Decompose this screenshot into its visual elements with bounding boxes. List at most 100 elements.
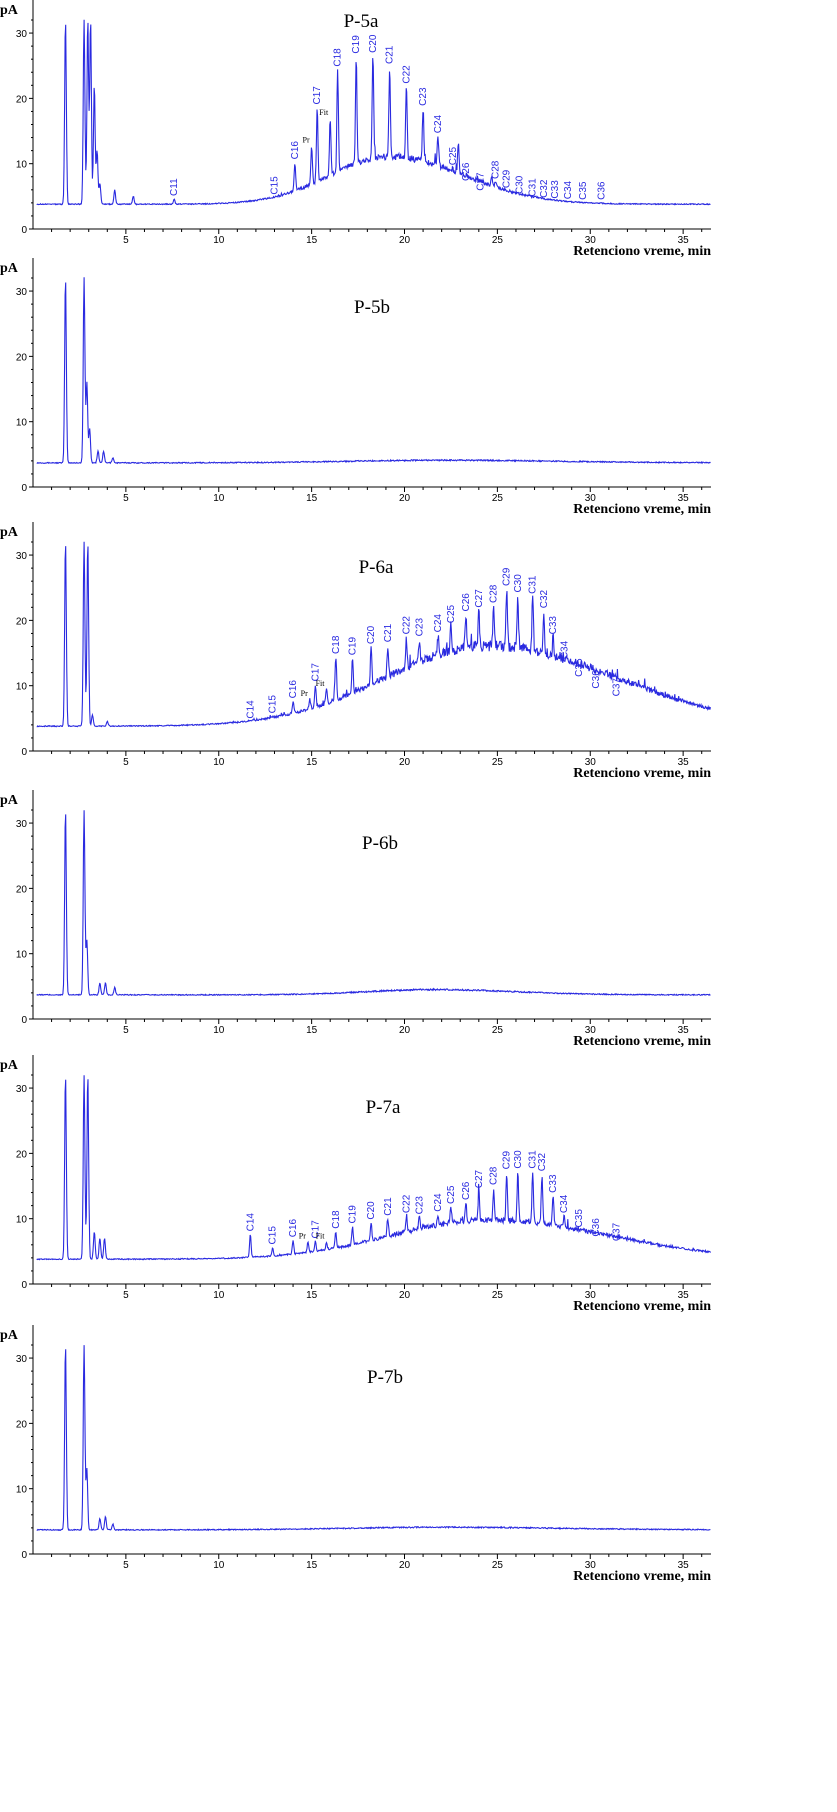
peak-label: C17: [310, 1220, 321, 1239]
x-tick-label: 35: [678, 1290, 690, 1301]
peak-label: C32: [539, 179, 550, 198]
x-tick-label: 10: [213, 1290, 225, 1301]
peak-label: Pr: [301, 689, 308, 698]
y-tick-label: 0: [21, 225, 27, 236]
x-tick-label: 35: [678, 235, 690, 246]
x-tick-label: 5: [123, 1560, 129, 1571]
y-tick-label: 0: [21, 483, 27, 494]
y-tick-label: 20: [16, 616, 28, 627]
chromatogram-trace: [36, 1345, 711, 1532]
y-tick-label: 10: [16, 682, 28, 693]
x-axis-title: Retenciono vreme, min: [573, 1034, 711, 1049]
chromatogram-panel: 0 10 20 30 5 10 15 20 25 30 35 pA Retenciono vreme, …: [0, 258, 837, 518]
chromatogram-svg: 0 10 20 30 5 10 15 20 25 30 35 pA Retenciono vreme, …: [0, 522, 711, 781]
peak-label: C21: [383, 1197, 394, 1216]
chromatogram-svg: 0 10 20 30 5 10 15 20 25 30 35 pA Retenciono vreme, …: [0, 0, 711, 259]
y-tick-label: 30: [16, 29, 28, 40]
chromatogram-trace: [36, 19, 711, 206]
chromatogram-panel: 0 10 20 30 5 10 15 20 25 30 35 pA Retenciono vreme, …: [0, 522, 837, 782]
y-tick-label: 0: [21, 1015, 27, 1026]
x-tick-label: 20: [399, 1560, 411, 1571]
y-tick-label: 10: [16, 418, 28, 429]
peak-label: C35: [574, 1209, 585, 1228]
peak-label: C20: [366, 1201, 377, 1220]
x-tick-label: 20: [399, 1025, 411, 1036]
y-axis-unit: pA: [0, 793, 19, 808]
peak-label: C23: [414, 618, 425, 637]
chromatogram-panel: 0 10 20 30 5 10 15 20 25 30 35 pA Retenciono vreme, …: [0, 0, 837, 260]
x-tick-label: 30: [585, 1290, 597, 1301]
chromatogram-trace: [36, 810, 711, 997]
y-axis-unit: pA: [0, 261, 19, 276]
peak-label: C37: [611, 1222, 622, 1241]
peak-label: C18: [331, 635, 342, 654]
y-tick-label: 30: [16, 1354, 28, 1365]
peak-label: C27: [474, 1169, 485, 1188]
peak-label: C30: [513, 574, 524, 593]
peak-label: C24: [433, 114, 444, 133]
peak-label: C36: [591, 670, 602, 689]
x-tick-label: 20: [399, 493, 411, 504]
y-axis-unit: pA: [0, 1058, 19, 1073]
peak-label: C33: [548, 1174, 559, 1193]
y-tick-label: 10: [16, 1485, 28, 1496]
peak-label: C32: [537, 1152, 548, 1171]
chromatogram-svg: 0 10 20 30 5 10 15 20 25 30 35 pA Retenciono vreme, …: [0, 258, 711, 517]
y-tick-label: 20: [16, 1149, 28, 1160]
peak-label: C26: [461, 162, 472, 181]
peak-label: C29: [502, 169, 513, 188]
peak-label: C14: [245, 700, 256, 719]
y-axis-unit: pA: [0, 3, 19, 18]
x-tick-label: 10: [213, 1560, 225, 1571]
peak-label: C20: [366, 625, 377, 644]
peak-label: C15: [269, 176, 280, 195]
x-tick-label: 15: [306, 1025, 318, 1036]
x-tick-label: 30: [585, 757, 597, 768]
x-tick-label: 15: [306, 1560, 318, 1571]
y-axis-unit: pA: [0, 1328, 19, 1343]
x-axis-title: Retenciono vreme, min: [573, 1299, 711, 1314]
x-tick-label: 30: [585, 1560, 597, 1571]
peak-label: C19: [347, 1205, 358, 1224]
chromatogram-trace: [36, 1075, 711, 1261]
x-axis-title: Retenciono vreme, min: [573, 766, 711, 781]
y-tick-label: 20: [16, 884, 28, 895]
peak-label: C26: [461, 1181, 472, 1200]
peak-label: C32: [539, 589, 550, 608]
peak-label: C33: [548, 616, 559, 635]
y-tick-label: 30: [16, 551, 28, 562]
x-tick-label: 25: [492, 1560, 504, 1571]
x-axis-title: Retenciono vreme, min: [573, 502, 711, 517]
peak-label: Fit: [319, 108, 329, 117]
peak-label: C20: [368, 34, 379, 53]
panel-title: P-5a: [344, 11, 379, 32]
peak-label: C30: [513, 1150, 524, 1169]
y-tick-label: 10: [16, 160, 28, 171]
peak-label: C19: [351, 35, 362, 54]
x-tick-label: 20: [399, 1290, 411, 1301]
y-tick-label: 10: [16, 950, 28, 961]
peak-label: C14: [245, 1213, 256, 1232]
peak-label: C34: [559, 1194, 570, 1213]
peak-label: C31: [528, 178, 539, 197]
peak-label: C25: [446, 604, 457, 623]
peak-label: C21: [385, 45, 396, 64]
panel-title: P-7a: [366, 1097, 401, 1118]
peak-label: C24: [433, 614, 444, 633]
peak-label: C16: [288, 680, 299, 699]
peak-label: Pr: [303, 135, 310, 144]
y-tick-label: 20: [16, 352, 28, 363]
x-tick-label: 10: [213, 235, 225, 246]
peak-label: C15: [268, 695, 279, 714]
peak-label: C35: [574, 658, 585, 677]
x-tick-label: 15: [306, 493, 318, 504]
x-tick-label: 10: [213, 493, 225, 504]
peak-label: C17: [312, 86, 323, 105]
x-tick-label: 30: [585, 1025, 597, 1036]
panel-title: P-7b: [367, 1367, 403, 1388]
x-tick-label: 10: [213, 1025, 225, 1036]
peak-label: C23: [418, 87, 429, 106]
x-tick-label: 20: [399, 757, 411, 768]
x-tick-label: 35: [678, 1025, 690, 1036]
panel-title: P-6a: [359, 557, 394, 578]
